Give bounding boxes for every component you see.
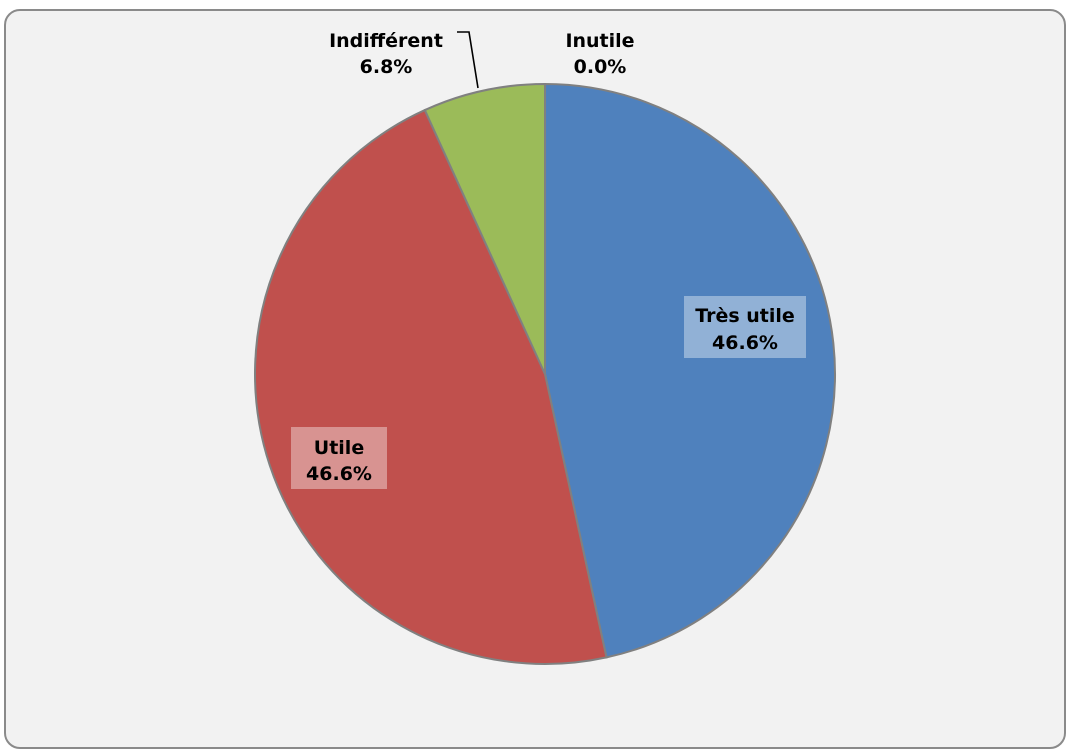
label-tres-utile-box [684, 296, 806, 358]
pie-slices [254, 82, 836, 665]
label-tres-utile-name: Très utile [695, 305, 795, 327]
pie-chart: Indifférent 6.8% Inutile 0.0% Très utile… [254, 30, 836, 665]
label-utile-name: Utile [314, 437, 364, 459]
indifferent-leader-line [457, 31, 479, 89]
label-inutile-value: 0.0% [574, 56, 627, 78]
label-utile-value: 46.6% [306, 463, 372, 485]
label-utile-box [291, 427, 387, 489]
slice-indifferent [423, 82, 546, 375]
slice-utile [254, 108, 608, 665]
slice-tres-utile [544, 82, 836, 659]
label-indifferent-value: 6.8% [360, 56, 413, 78]
label-inutile-name: Inutile [565, 30, 634, 52]
label-indifferent-name: Indifférent [329, 30, 443, 52]
label-tres-utile-value: 46.6% [712, 332, 778, 354]
